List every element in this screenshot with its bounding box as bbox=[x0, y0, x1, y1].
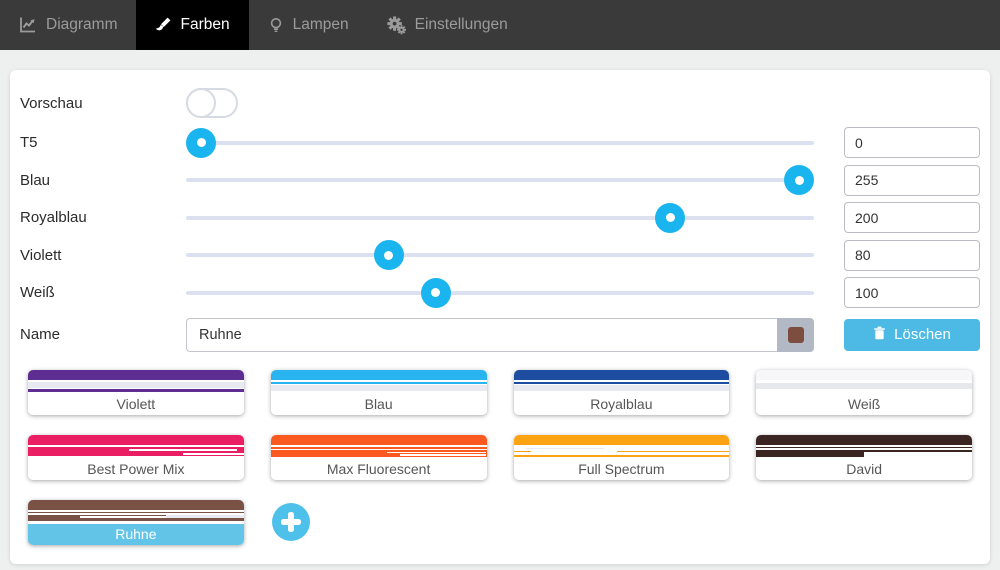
slider-knob[interactable] bbox=[784, 165, 814, 196]
name-input[interactable] bbox=[186, 317, 777, 352]
color-card-blau[interactable]: Blau bbox=[270, 369, 487, 415]
name-input-group bbox=[186, 317, 814, 352]
card-spectrum-preview bbox=[28, 381, 244, 394]
slider-label: Blau bbox=[20, 171, 51, 189]
add-color-button[interactable] bbox=[271, 503, 310, 541]
card-color-bar bbox=[28, 434, 244, 445]
card-label: Weiß bbox=[756, 393, 972, 415]
card-color-bar bbox=[513, 369, 730, 380]
color-card-violett[interactable]: Violett bbox=[28, 369, 244, 415]
card-spectrum-preview bbox=[513, 381, 730, 394]
color-swatch bbox=[787, 326, 804, 343]
tab-label: Farben bbox=[180, 16, 230, 33]
card-spectrum-preview bbox=[756, 381, 972, 394]
slider-track[interactable] bbox=[186, 290, 814, 295]
value-input-royalblau[interactable] bbox=[844, 202, 980, 234]
slider-knob[interactable] bbox=[186, 127, 216, 158]
card-spectrum-preview bbox=[756, 446, 972, 459]
top-navbar: Diagramm Farben Lampen bbox=[0, 0, 1000, 50]
preview-row: Vorschau bbox=[20, 82, 980, 124]
card-label: Full Spectrum bbox=[513, 458, 730, 480]
tab-farben[interactable]: Farben bbox=[136, 0, 249, 50]
color-card-weiß[interactable]: Weiß bbox=[756, 369, 972, 415]
card-label: Violett bbox=[28, 393, 244, 415]
toggle-knob bbox=[186, 88, 216, 118]
delete-button[interactable]: Löschen bbox=[844, 318, 980, 351]
card-label: David bbox=[756, 458, 972, 480]
tab-label: Diagramm bbox=[46, 16, 118, 33]
trash-icon bbox=[873, 326, 886, 344]
slider-row-blau: Blau bbox=[20, 162, 980, 200]
color-card-david[interactable]: David bbox=[756, 434, 972, 480]
slider-row-t5: T5 bbox=[20, 124, 980, 162]
chart-icon bbox=[19, 16, 37, 34]
slider-row-violett: Violett bbox=[20, 237, 980, 275]
slider-knob[interactable] bbox=[655, 202, 686, 233]
color-card-ruhne[interactable]: Ruhne bbox=[28, 499, 244, 545]
gears-icon bbox=[387, 15, 406, 35]
card-label: Blau bbox=[270, 393, 487, 415]
color-card-full-spectrum[interactable]: Full Spectrum bbox=[513, 434, 730, 480]
name-label: Name bbox=[20, 326, 61, 343]
delete-button-label: Löschen bbox=[894, 326, 951, 343]
value-input-violett[interactable] bbox=[844, 239, 980, 271]
card-spectrum-preview bbox=[270, 381, 487, 394]
value-input-t5[interactable] bbox=[844, 127, 980, 159]
card-color-bar bbox=[513, 434, 730, 445]
card-spectrum-preview bbox=[513, 446, 730, 459]
tab-label: Einstellungen bbox=[414, 16, 508, 33]
name-row: Name Löschen bbox=[20, 312, 980, 358]
color-card-best-power-mix[interactable]: Best Power Mix bbox=[28, 434, 244, 480]
color-card-max-fluorescent[interactable]: Max Fluorescent bbox=[270, 434, 487, 480]
card-spectrum-preview bbox=[28, 511, 244, 524]
color-picker-button[interactable] bbox=[777, 317, 814, 352]
card-label: Ruhne bbox=[28, 523, 244, 545]
card-label: Best Power Mix bbox=[28, 458, 244, 480]
sliders-section: T5 Blau Royalblau Violett Weiß bbox=[20, 124, 980, 312]
card-color-bar bbox=[756, 369, 972, 380]
card-color-bar bbox=[756, 434, 972, 445]
slider-label: Royalblau bbox=[20, 209, 87, 227]
brush-icon bbox=[155, 17, 171, 33]
slider-track[interactable] bbox=[186, 253, 814, 258]
slider-track[interactable] bbox=[186, 140, 814, 145]
preview-label: Vorschau bbox=[20, 94, 83, 112]
tab-einstellungen[interactable]: Einstellungen bbox=[368, 0, 527, 50]
slider-label: Violett bbox=[20, 246, 62, 264]
bulb-icon bbox=[268, 17, 284, 33]
slider-row-weiß: Weiß bbox=[20, 274, 980, 312]
tab-label: Lampen bbox=[292, 16, 349, 33]
color-presets-grid: Violett Blau Royalblau Weiß Best Power Mix Ma… bbox=[20, 369, 980, 545]
value-input-weiß[interactable] bbox=[844, 277, 980, 309]
card-color-bar bbox=[28, 499, 244, 510]
card-color-bar bbox=[270, 369, 487, 380]
card-spectrum-preview bbox=[270, 446, 487, 459]
color-card-royalblau[interactable]: Royalblau bbox=[513, 369, 730, 415]
slider-knob[interactable] bbox=[373, 240, 404, 271]
tab-lampen[interactable]: Lampen bbox=[249, 0, 368, 50]
preview-toggle[interactable] bbox=[186, 88, 238, 118]
card-color-bar bbox=[28, 369, 244, 380]
slider-row-royalblau: Royalblau bbox=[20, 199, 980, 237]
card-color-bar bbox=[270, 434, 487, 445]
card-label: Max Fluorescent bbox=[270, 458, 487, 480]
slider-label: Weiß bbox=[20, 284, 55, 302]
tab-diagramm[interactable]: Diagramm bbox=[0, 0, 136, 50]
colors-panel: Vorschau T5 Blau Royalblau Violett Weiß Name bbox=[10, 70, 990, 564]
value-input-blau[interactable] bbox=[844, 164, 980, 196]
card-spectrum-preview bbox=[28, 446, 244, 459]
slider-knob[interactable] bbox=[420, 277, 451, 308]
slider-track[interactable] bbox=[186, 178, 814, 183]
card-label: Royalblau bbox=[513, 393, 730, 415]
slider-track[interactable] bbox=[186, 215, 814, 220]
slider-label: T5 bbox=[20, 134, 38, 152]
